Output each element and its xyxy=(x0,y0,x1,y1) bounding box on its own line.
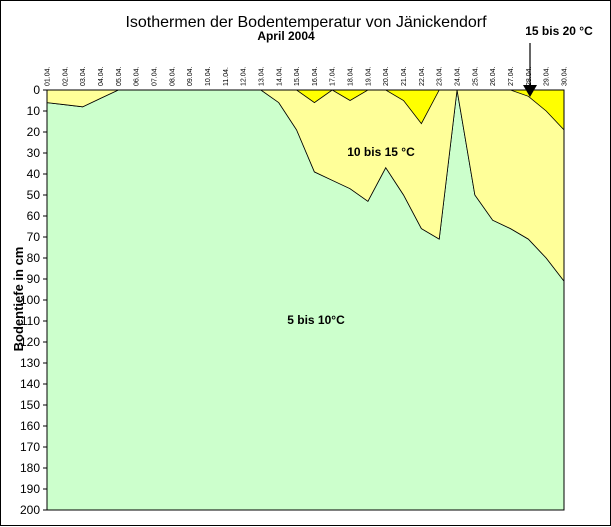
y-tick-label: 200 xyxy=(20,503,40,517)
y-tick-label: 180 xyxy=(20,461,40,475)
x-tick-label: 27.04. xyxy=(508,66,515,86)
x-tick-label: 01.04. xyxy=(45,66,52,86)
zone-label-5-bis-10: 5 bis 10°C xyxy=(287,313,345,327)
zone-label-15-bis-20: 15 bis 20 °C xyxy=(525,24,593,38)
x-tick-label: 02.04. xyxy=(62,66,69,86)
plot-area xyxy=(46,89,565,511)
y-tick-label: 90 xyxy=(27,272,41,286)
y-tick-label: 70 xyxy=(27,230,41,244)
x-tick-label: 13.04. xyxy=(258,66,265,86)
zone-labels: 10 bis 15 °C 5 bis 10°C 15 bis 20 °C xyxy=(287,24,593,327)
x-tick-label: 20.04. xyxy=(383,66,390,86)
x-tick-label: 06.04. xyxy=(134,66,141,86)
y-tick-label: 190 xyxy=(20,482,40,496)
x-tick-label: 30.04. xyxy=(562,66,569,86)
y-tick-label: 60 xyxy=(27,209,41,223)
y-axis-tick-labels: 0 10 20 30 40 50 60 70 80 90 100 110 120 130 140 150 160… xyxy=(20,83,47,517)
x-tick-label: 04.04. xyxy=(98,66,105,86)
x-tick-label: 26.04. xyxy=(490,66,497,86)
x-tick-label: 29.04. xyxy=(544,66,551,86)
y-tick-label: 20 xyxy=(27,125,41,139)
y-tick-label: 130 xyxy=(20,356,40,370)
y-tick-label: 140 xyxy=(20,377,40,391)
x-tick-label: 28.04. xyxy=(526,66,533,86)
y-tick-label: 110 xyxy=(21,314,40,328)
chart-title: Isothermen der Bodentemperatur von Jänic… xyxy=(125,14,487,31)
y-tick-label: 10 xyxy=(27,104,41,118)
y-tick-label: 30 xyxy=(27,146,41,160)
x-tick-label: 14.04. xyxy=(276,66,283,86)
y-tick-label: 50 xyxy=(27,188,41,202)
x-tick-label: 25.04. xyxy=(472,66,479,86)
y-tick-label: 100 xyxy=(20,293,40,307)
x-tick-label: 24.04. xyxy=(455,66,462,86)
x-tick-label: 17.04. xyxy=(330,66,337,86)
x-tick-label: 23.04. xyxy=(437,66,444,86)
x-tick-label: 22.04. xyxy=(419,66,426,86)
x-axis-tick-labels: 01.04. 02.04. 03.04. 04.04. 05.04. 06.04. 07.0… xyxy=(45,66,569,86)
y-tick-label: 120 xyxy=(20,335,40,349)
x-tick-label: 03.04. xyxy=(80,66,87,86)
x-tick-label: 16.04. xyxy=(312,66,319,86)
y-tick-label: 170 xyxy=(20,440,40,454)
annotation-arrow-head xyxy=(523,85,537,97)
x-tick-label: 21.04. xyxy=(401,66,408,86)
y-tick-label: 0 xyxy=(33,83,40,97)
x-tick-label: 11.04. xyxy=(223,67,230,86)
x-tick-label: 09.04. xyxy=(187,66,194,86)
x-tick-label: 10.04. xyxy=(205,66,212,86)
y-axis-label: Bodentiefe in cm xyxy=(11,247,26,352)
x-tick-label: 12.04. xyxy=(241,66,248,86)
x-tick-label: 07.04. xyxy=(151,66,158,86)
chart-subtitle: April 2004 xyxy=(257,29,315,43)
x-tick-label: 08.04. xyxy=(169,66,176,86)
y-tick-label: 40 xyxy=(27,167,41,181)
x-tick-label: 19.04. xyxy=(365,66,372,86)
y-tick-label: 150 xyxy=(20,398,40,412)
x-tick-label: 15.04. xyxy=(294,66,301,86)
y-tick-label: 160 xyxy=(20,419,40,433)
x-tick-label: 18.04. xyxy=(348,66,355,86)
x-tick-label: 05.04. xyxy=(116,66,123,86)
zone-label-10-bis-15: 10 bis 15 °C xyxy=(347,145,415,159)
y-tick-label: 80 xyxy=(27,251,41,265)
